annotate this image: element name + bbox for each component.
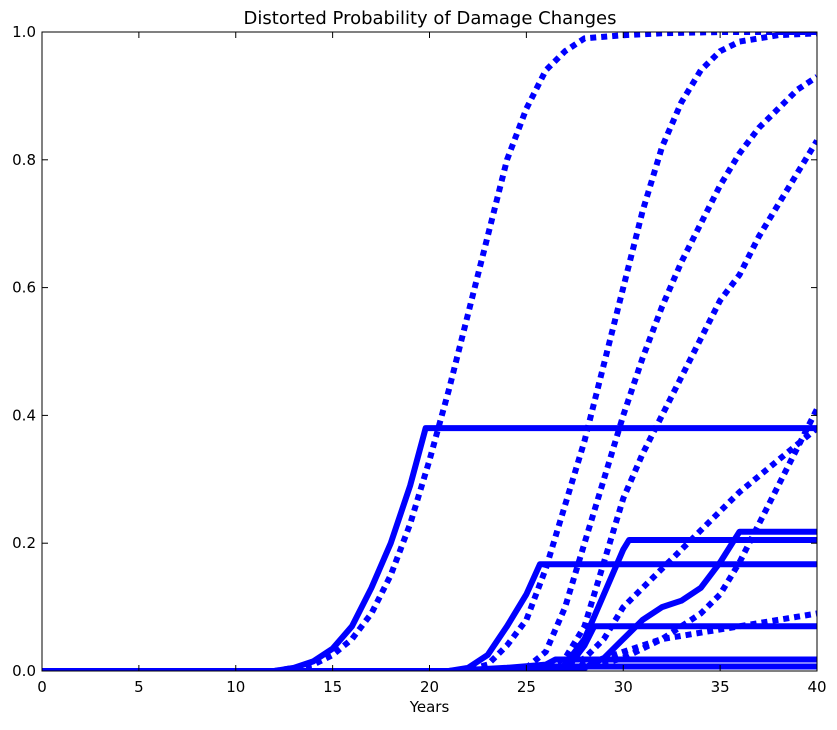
x-tick-label: 15 bbox=[323, 678, 342, 696]
y-tick-label: 0.6 bbox=[12, 279, 36, 297]
dotted-series-line-0 bbox=[42, 32, 817, 671]
chart-title: Distorted Probability of Damage Changes bbox=[244, 8, 617, 29]
solid-series-line-9 bbox=[42, 537, 817, 671]
x-tick-label: 30 bbox=[614, 678, 633, 696]
tick-layer: 0 5 10 15 20 25 30 35 40 0.0 0.2 0.4 0.6 0.8 1.0 bbox=[12, 23, 826, 696]
y-tick-label: 0.8 bbox=[12, 151, 36, 169]
dotted-series-line-5 bbox=[42, 407, 817, 671]
x-tick-label: 5 bbox=[134, 678, 144, 696]
solid-series-line-8 bbox=[42, 561, 817, 671]
y-tick-label: 0.2 bbox=[12, 534, 36, 552]
plot-frame bbox=[41, 31, 818, 672]
x-tick-label: 10 bbox=[226, 678, 245, 696]
x-tick-label: 25 bbox=[517, 678, 536, 696]
solid-series-line-10 bbox=[42, 528, 817, 671]
x-tick-label: 20 bbox=[420, 678, 439, 696]
solid-series-line-11 bbox=[42, 623, 817, 671]
series-layer bbox=[42, 32, 817, 671]
solid-series-line-13 bbox=[42, 663, 817, 671]
dotted-series-line-4 bbox=[42, 425, 817, 671]
y-tick-label: 0.4 bbox=[12, 406, 36, 424]
x-axis-label: Years bbox=[409, 698, 450, 716]
x-tick-label: 0 bbox=[37, 678, 47, 696]
y-tick-label: 1.0 bbox=[12, 23, 36, 41]
dotted-series-line-1 bbox=[42, 32, 817, 671]
y-tick-label: 0.0 bbox=[12, 662, 36, 680]
x-tick-label: 40 bbox=[807, 678, 826, 696]
x-tick-label: 35 bbox=[711, 678, 730, 696]
dotted-series-line-2 bbox=[42, 74, 817, 671]
